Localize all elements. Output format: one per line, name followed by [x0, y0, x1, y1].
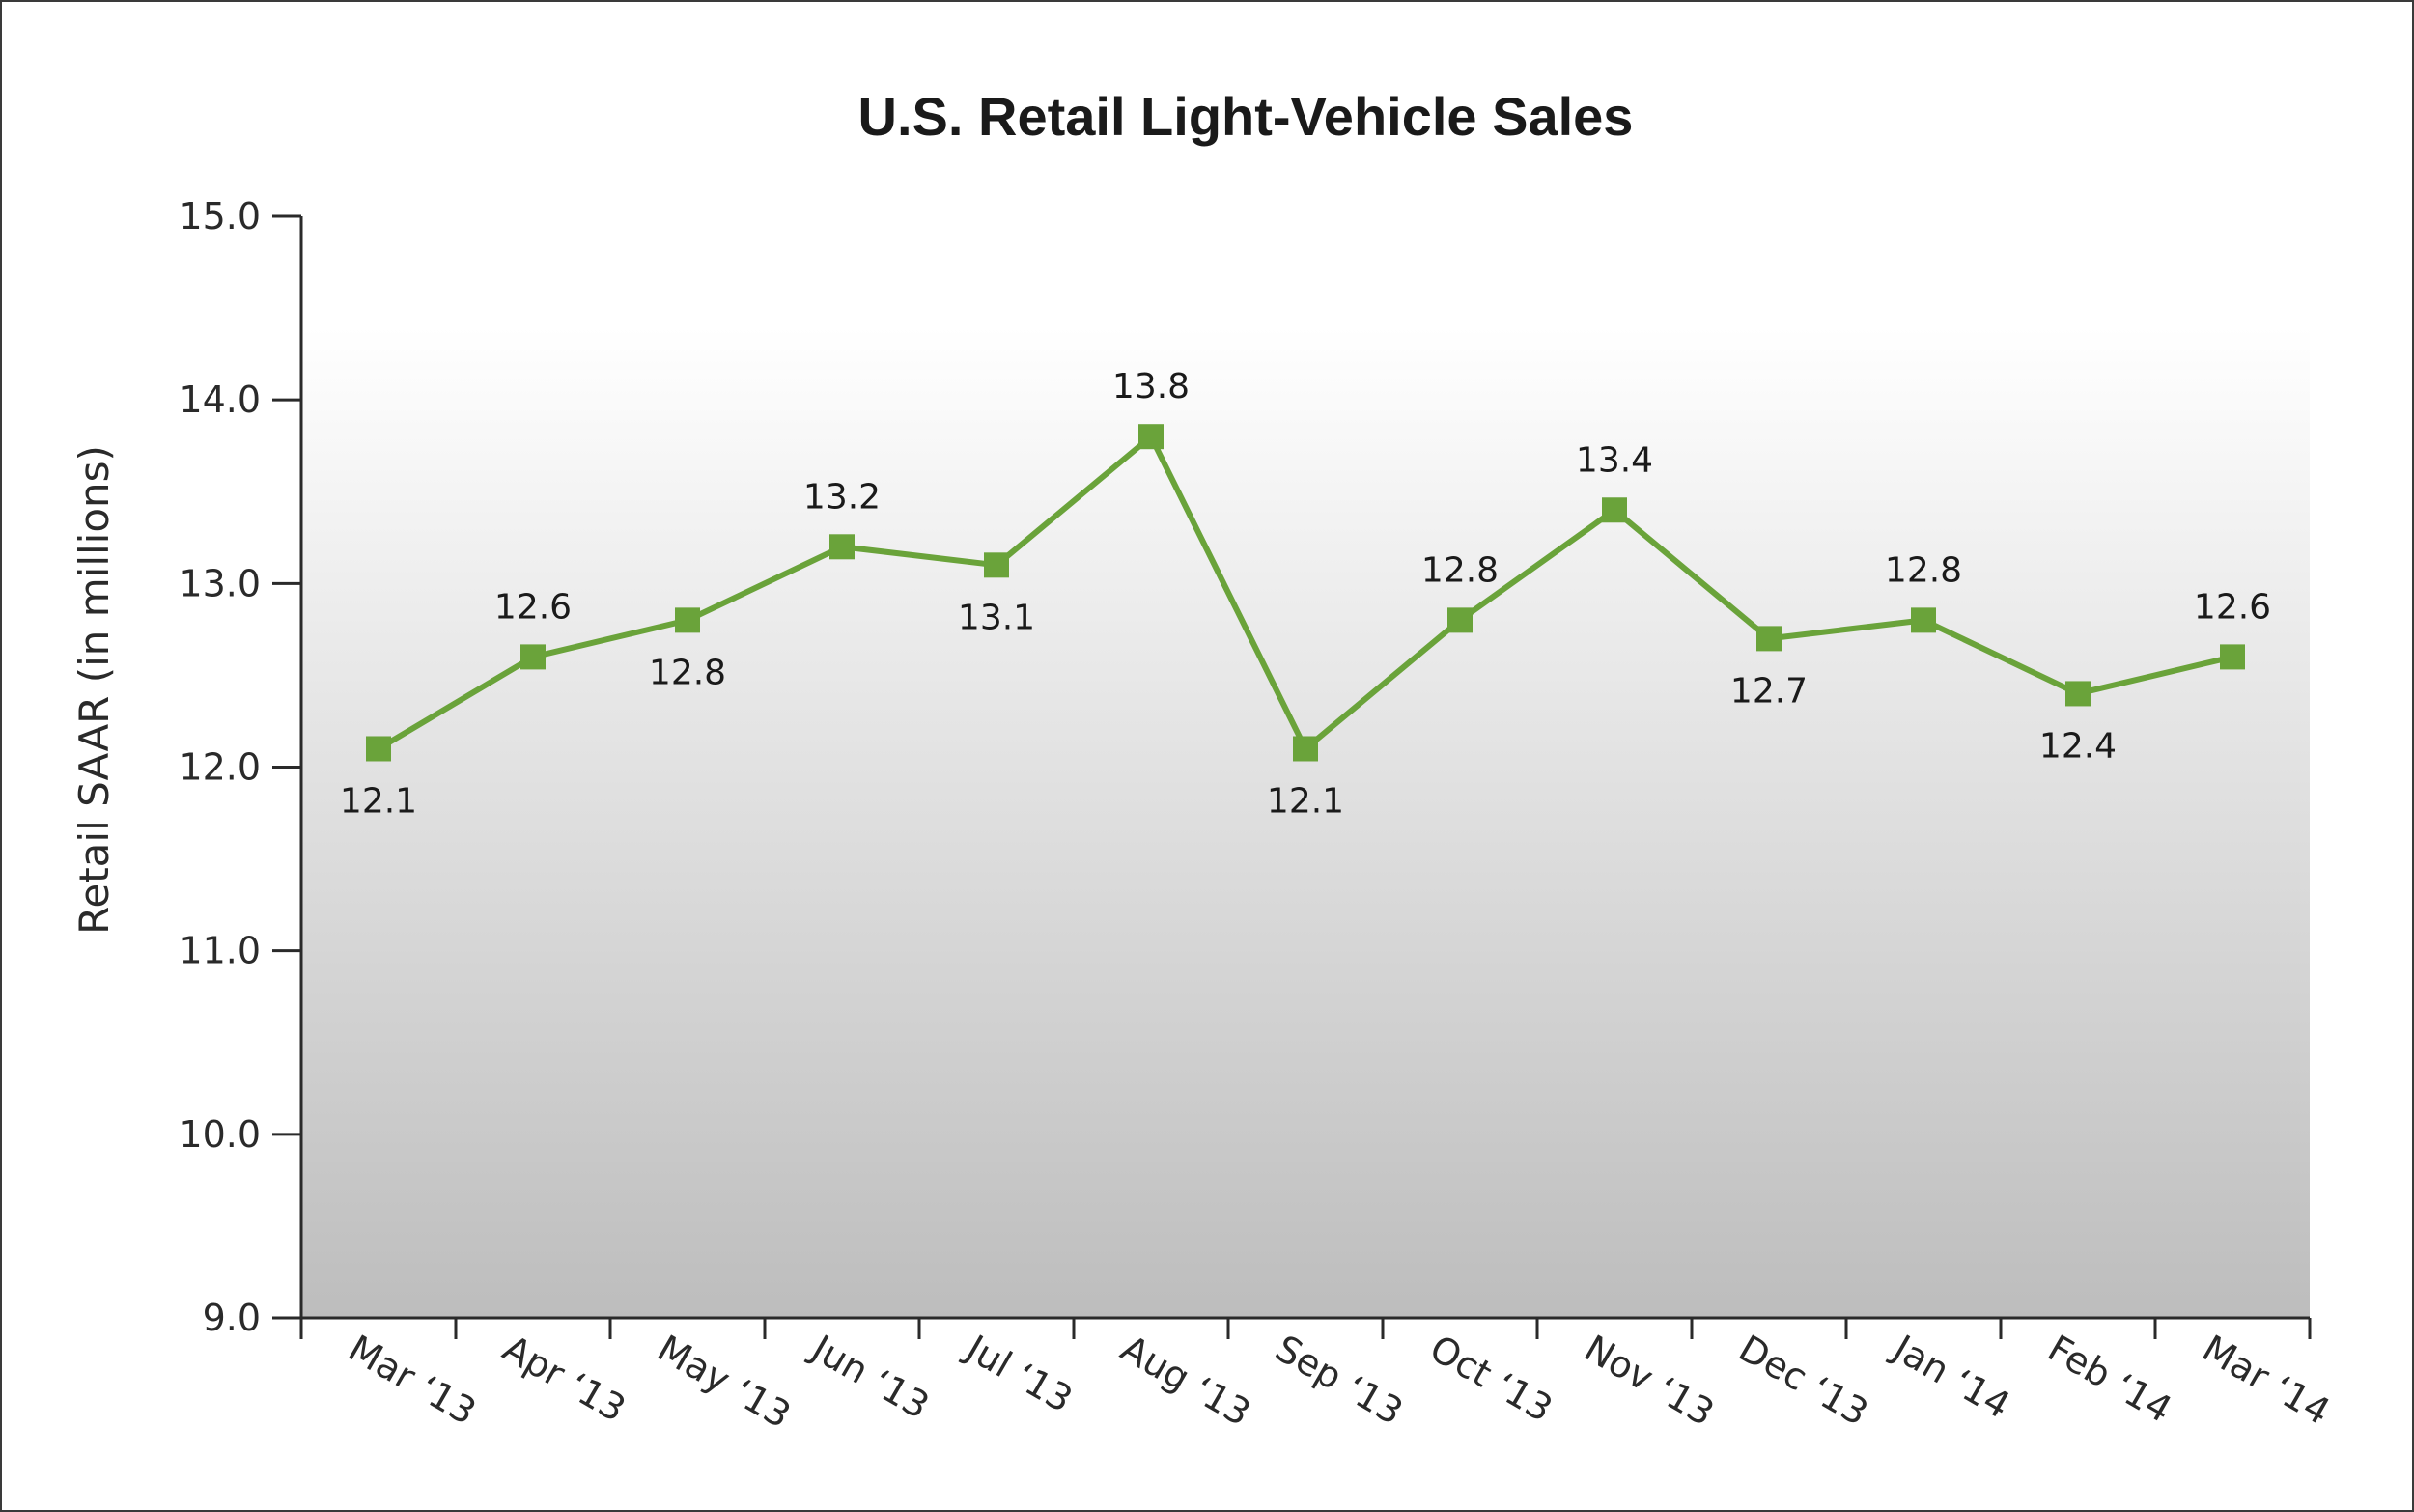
- data-label: 12.7: [1730, 671, 1808, 711]
- data-point-marker: [2065, 681, 2091, 707]
- x-tick-label: Dec ‘13: [1732, 1327, 1875, 1434]
- x-tick-label: Sep ‘13: [1269, 1327, 1411, 1433]
- data-point-marker: [366, 736, 391, 762]
- data-point-marker: [1911, 607, 1936, 633]
- y-tick-label: 13.0: [179, 562, 261, 604]
- y-tick-label: 14.0: [179, 378, 261, 421]
- data-label: 13.2: [803, 477, 881, 517]
- data-point-marker: [675, 607, 700, 633]
- data-label: 12.4: [2039, 726, 2117, 766]
- data-label: 12.6: [494, 587, 572, 627]
- x-tick-label: Aug ‘13: [1114, 1327, 1258, 1434]
- data-point-marker: [2220, 644, 2245, 670]
- x-tick-label: Jul ‘13: [958, 1326, 1080, 1420]
- data-label: 13.8: [1112, 367, 1190, 406]
- data-point-marker: [984, 552, 1009, 578]
- data-label: 12.8: [1885, 550, 1962, 590]
- data-point-marker: [1293, 736, 1318, 762]
- y-tick-label: 15.0: [179, 195, 261, 238]
- y-tick-label: 9.0: [203, 1297, 261, 1339]
- data-point-marker: [1756, 626, 1782, 652]
- y-tick-label: 12.0: [179, 746, 261, 789]
- x-tick-label: Jan ‘14: [1885, 1326, 2017, 1427]
- data-point-marker: [1602, 497, 1627, 523]
- data-point-marker: [1447, 607, 1473, 633]
- x-tick-label: Mar ‘14: [2196, 1327, 2338, 1433]
- data-point-marker: [520, 644, 546, 670]
- data-label: 13.4: [1576, 440, 1653, 480]
- y-tick-label: 11.0: [179, 930, 261, 972]
- x-tick-label: Jun ‘13: [803, 1326, 937, 1427]
- data-label: 12.1: [340, 781, 417, 821]
- x-tick-label: May ‘13: [651, 1327, 799, 1437]
- data-label: 12.6: [2194, 587, 2271, 627]
- x-tick-label: Mar ‘13: [342, 1327, 484, 1433]
- data-label: 12.8: [649, 653, 726, 692]
- y-tick-label: 10.0: [179, 1113, 261, 1156]
- y-axis-label: Retail SAAR (in millions): [70, 445, 118, 935]
- series-group: 12.1 12.6 12.8 13.2 13.1 13.8 12.1 12.8 13.4 12.7…: [340, 367, 2271, 821]
- data-point-marker: [1138, 424, 1164, 450]
- data-label: 13.1: [958, 598, 1035, 637]
- data-label: 12.8: [1421, 550, 1499, 590]
- x-tick-label: Feb ‘14: [2041, 1327, 2179, 1431]
- x-tick-label: Oct ‘13: [1423, 1327, 1560, 1430]
- chart-title: U.S. Retail Light-Vehicle Sales: [858, 86, 1634, 147]
- plot-area-background: [301, 326, 2310, 1319]
- x-tick-label: Apr ‘13: [496, 1327, 633, 1430]
- x-tick-label: Nov ‘13: [1578, 1327, 1722, 1434]
- data-point-marker: [829, 534, 855, 560]
- data-label: 12.1: [1267, 781, 1344, 821]
